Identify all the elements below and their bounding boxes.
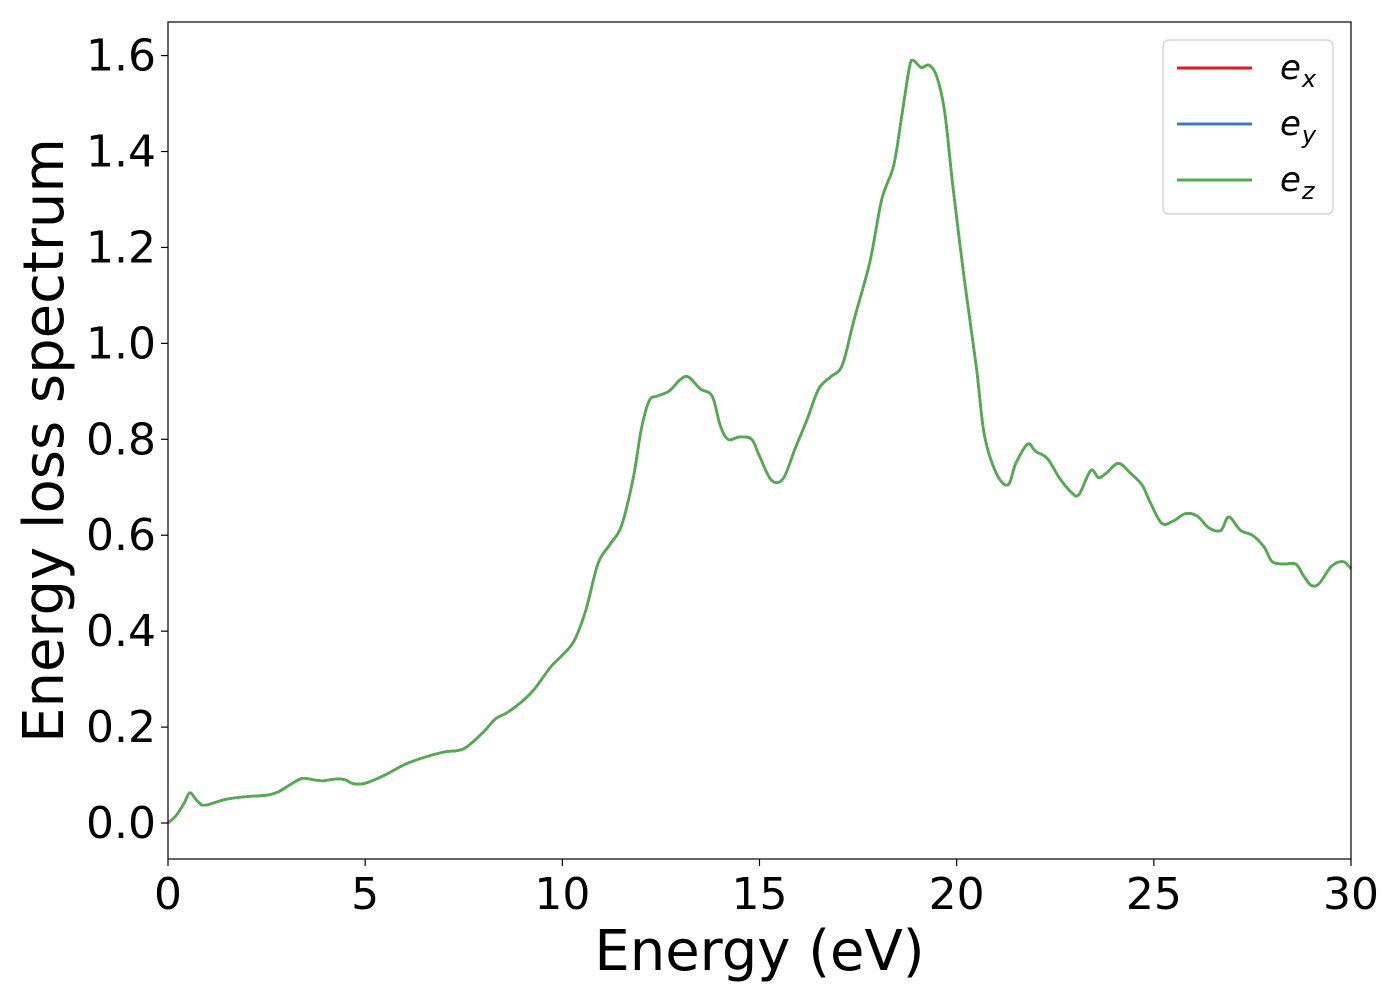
- legend: ex ey ez: [1162, 39, 1334, 215]
- legend-label-e-x: ex: [1280, 48, 1317, 93]
- y-tick-label: 0.8: [86, 414, 156, 465]
- x-tick-label: 30: [1323, 869, 1379, 920]
- legend-label-e-z: ez: [1280, 160, 1316, 205]
- x-tick-label: 5: [351, 869, 379, 920]
- y-tick-label: 1.2: [86, 222, 156, 273]
- x-axis-title: Energy (eV): [594, 919, 924, 984]
- y-tick-label: 1.6: [86, 31, 156, 82]
- legend-box: [1162, 39, 1334, 215]
- y-tick-label: 1.4: [86, 127, 156, 178]
- y-tick-label: 0.4: [86, 606, 156, 657]
- x-tick-label: 0: [154, 869, 182, 920]
- y-tick-label: 0.2: [86, 702, 156, 753]
- y-tick-label: 1.0: [86, 318, 156, 369]
- legend-items: ex ey ez: [1177, 48, 1317, 205]
- x-tick-label: 25: [1126, 869, 1182, 920]
- x-tick-label: 10: [534, 869, 590, 920]
- x-tick-label: 20: [929, 869, 985, 920]
- y-tick-label: 0.0: [86, 798, 156, 849]
- x-axis-ticks: 0 5 10 15 20 25 30: [154, 859, 1379, 920]
- plot-lines: [167, 58, 1352, 825]
- legend-label-e-y: ey: [1280, 104, 1317, 149]
- series-line-e-z: [167, 58, 1352, 825]
- y-tick-label: 0.6: [86, 510, 156, 561]
- y-axis-title: Energy loss spectrum: [12, 138, 77, 743]
- x-tick-label: 15: [732, 869, 788, 920]
- y-axis-ticks: 0.0 0.2 0.4 0.6 0.8 1.0 1.2 1.4 1.6: [86, 31, 168, 849]
